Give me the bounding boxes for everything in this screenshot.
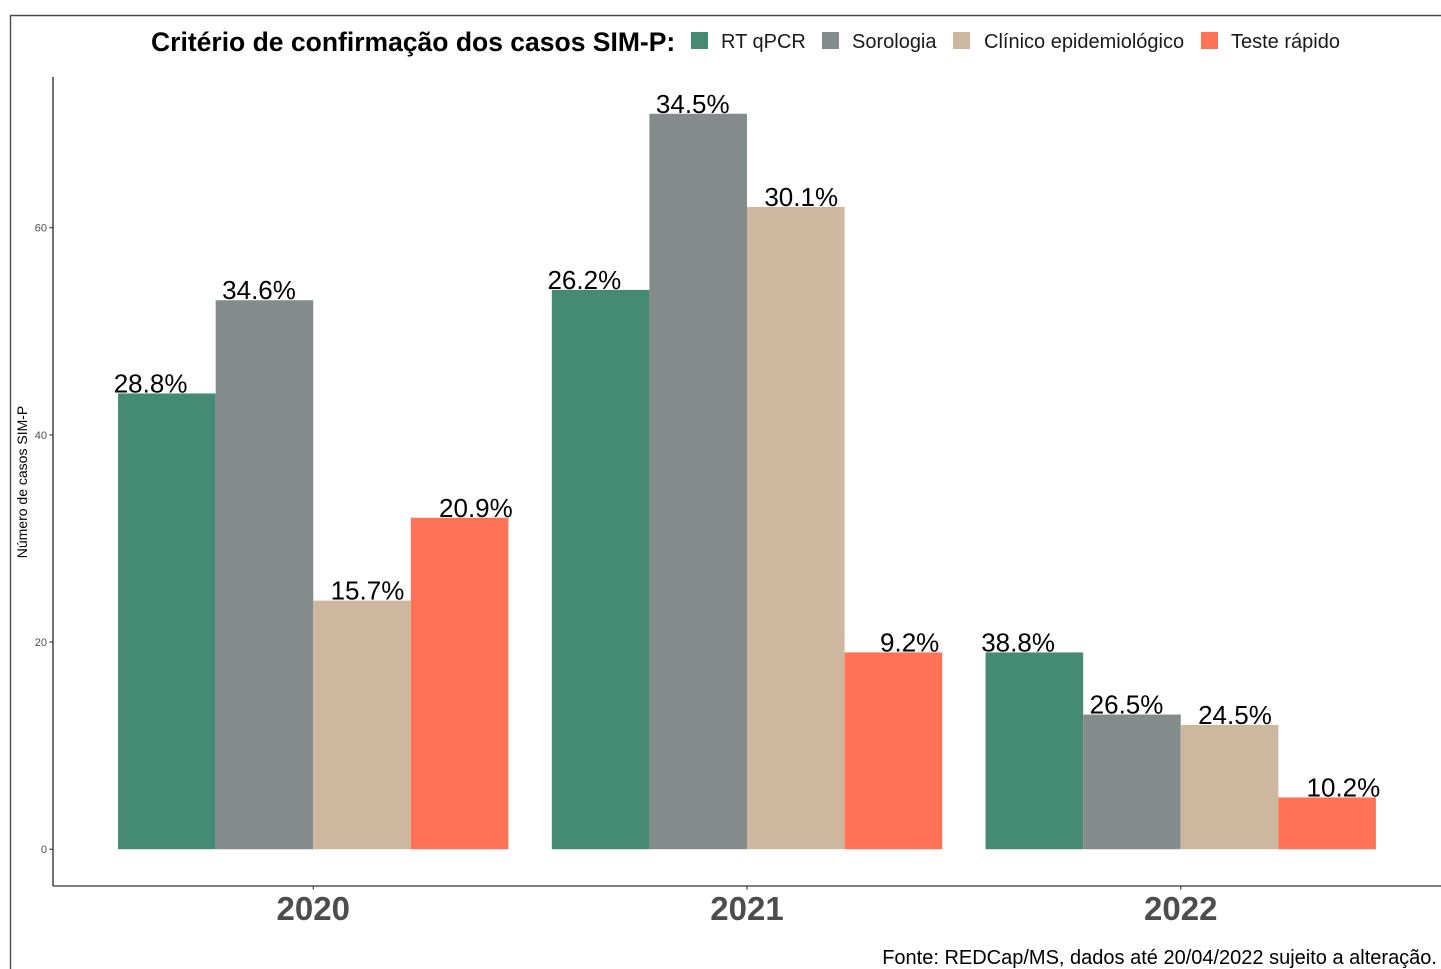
y-axis-title: Número de casos SIM-P xyxy=(14,406,30,559)
legend-item-clinico-epidemiologico: Clínico epidemiológico xyxy=(953,31,1184,53)
x-tick-label: 2021 xyxy=(710,890,783,927)
y-ticks: 0 20 40 60 xyxy=(35,223,53,856)
y-tick-label: 0 xyxy=(41,844,47,856)
y-tick-label: 60 xyxy=(35,223,47,235)
bar-sorologia-2021 xyxy=(649,113,747,850)
legend-label: Clínico epidemiológico xyxy=(984,31,1184,53)
data-label-clinico-epidemiologico-2021: 30.1% xyxy=(764,182,838,212)
x-ticks: 2020 2021 2022 xyxy=(277,886,1217,927)
bar-sorologia-2022 xyxy=(1083,714,1181,850)
data-label-teste-rapido-2020: 20.9% xyxy=(439,493,513,523)
legend-key xyxy=(1201,32,1218,49)
legend-label: RT qPCR xyxy=(721,31,806,53)
bar-teste-rapido-2022 xyxy=(1278,797,1376,850)
bar-clinico-epidemiologico-2020 xyxy=(313,600,411,850)
bar-teste-rapido-2020 xyxy=(410,517,509,850)
bar-clinico-epidemiologico-2021 xyxy=(747,207,845,850)
data-label-rt-qpcr-2021: 26.2% xyxy=(547,265,621,295)
legend-key xyxy=(822,32,839,49)
bars xyxy=(118,113,1376,850)
chart-title: Critério de confirmação dos casos SIM-P: xyxy=(151,27,675,57)
legend-item-teste-rapido: Teste rápido xyxy=(1201,31,1340,53)
data-label-teste-rapido-2022: 10.2% xyxy=(1307,772,1381,802)
bar-teste-rapido-2021 xyxy=(844,652,943,850)
data-label-rt-qpcr-2020: 28.8% xyxy=(114,368,188,398)
bar-sorologia-2020 xyxy=(215,300,314,850)
data-label-clinico-epidemiologico-2020: 15.7% xyxy=(331,576,405,606)
legend-label: Sorologia xyxy=(852,31,937,53)
legend-key xyxy=(691,32,708,49)
data-label-sorologia-2021: 34.5% xyxy=(656,89,730,119)
x-tick-label: 2022 xyxy=(1144,890,1217,927)
legend-label: Teste rápido xyxy=(1231,31,1340,53)
data-label-rt-qpcr-2022: 38.8% xyxy=(981,627,1055,657)
y-tick-label: 40 xyxy=(35,430,47,442)
bar-rt-qpcr-2021 xyxy=(551,289,650,850)
data-label-sorologia-2020: 34.6% xyxy=(222,275,296,305)
frame-border xyxy=(9,14,1441,969)
y-tick-label: 20 xyxy=(35,637,47,649)
data-label-sorologia-2022: 26.5% xyxy=(1090,690,1164,720)
legend-key xyxy=(953,32,970,49)
bar-clinico-epidemiologico-2022 xyxy=(1180,724,1279,850)
y-axis: Número de casos SIM-P 0 20 40 60 xyxy=(14,77,54,886)
data-label-clinico-epidemiologico-2022: 24.5% xyxy=(1198,700,1272,730)
legend-item-sorologia: Sorologia xyxy=(822,31,937,53)
source-note: Fonte: REDCap/MS, dados até 20/04/2022 s… xyxy=(882,947,1437,969)
bar-rt-qpcr-2022 xyxy=(985,652,1084,850)
x-axis: 2020 2021 2022 xyxy=(53,885,1441,927)
data-label-teste-rapido-2021: 9.2% xyxy=(880,627,939,657)
legend: RT qPCR Sorologia Clínico epidemiológico… xyxy=(691,31,1340,53)
bar-rt-qpcr-2020 xyxy=(118,393,216,850)
data-labels: 28.8% 26.2% 38.8% 34.6% 34.5% 26.5% 15.7% 30.1%… xyxy=(114,89,1381,803)
x-tick-label: 2020 xyxy=(277,890,350,927)
legend-item-rt-qpcr: RT qPCR xyxy=(691,31,806,53)
